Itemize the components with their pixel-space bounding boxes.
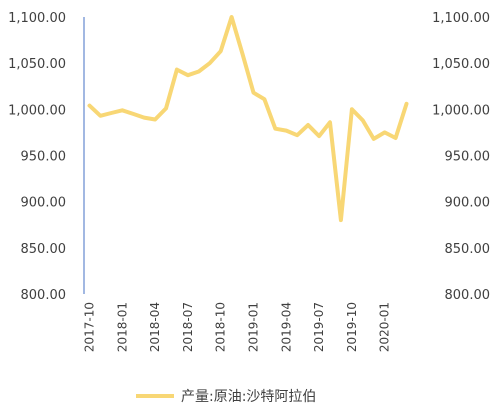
series-line [87,15,409,223]
left-y-tick-label: 950.00 [21,150,67,165]
x-tick-label: 2020-01 [378,302,392,352]
left-y-tick-label: 1,000.00 [8,103,66,118]
left-y-tick-label: 800.00 [21,288,67,303]
right-y-tick-label: 950.00 [445,150,491,165]
x-tick-label: 2019-07 [312,302,326,352]
right-y-tick-label: 1,050.00 [432,57,490,72]
x-tick-label: 2019-04 [279,302,293,352]
left-y-tick-label: 850.00 [21,242,67,257]
series-layer [87,15,409,223]
right-y-tick-label: 1,000.00 [432,103,490,118]
right-y-tick-label: 900.00 [445,196,491,211]
x-tick-label: 2018-10 [214,302,228,352]
left-y-tick-label: 900.00 [21,196,67,211]
legend-label: 产量:原油:沙特阿拉伯 [181,389,316,405]
right-y-axis-ticks: 800.00 850.00 900.00 950.00 1,000.00 1,050.00… [432,11,490,303]
left-y-tick-label: 1,100.00 [8,11,66,26]
x-tick-label: 2019-01 [246,302,260,352]
left-y-axis-ticks: 800.00 850.00 900.00 950.00 1,000.00 1,050.00… [8,11,66,303]
right-y-tick-label: 800.00 [445,288,491,303]
right-y-tick-label: 1,100.00 [432,11,490,26]
x-tick-label: 2017-10 [82,302,96,352]
legend: 产量:原油:沙特阿拉伯 [136,389,316,405]
x-tick-label: 2018-04 [148,302,162,352]
x-axis-ticks: 2017-10 2018-01 2018-04 2018-07 2018-10 2019-… [82,302,391,352]
x-tick-label: 2018-01 [115,302,129,352]
right-y-tick-label: 850.00 [445,242,491,257]
x-tick-label: 2019-10 [345,302,359,352]
x-tick-label: 2018-07 [181,302,195,352]
left-y-tick-label: 1,050.00 [8,57,66,72]
